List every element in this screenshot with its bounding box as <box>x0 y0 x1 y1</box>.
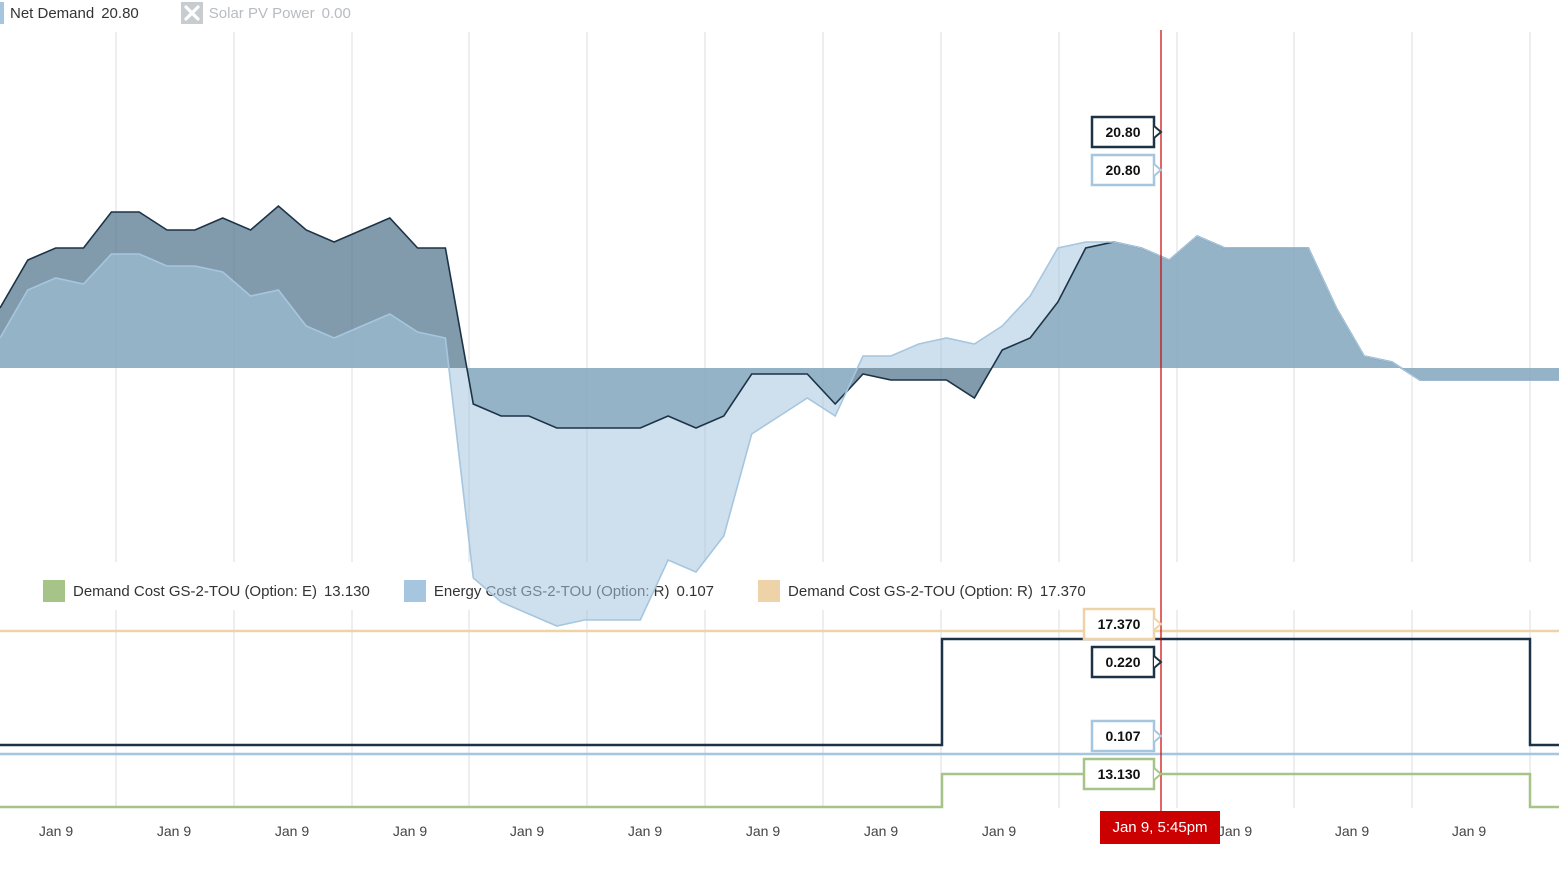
cursor-time-label-text: Jan 9, 5:45pm <box>1112 819 1207 836</box>
tooltip-pointer <box>1153 655 1163 669</box>
tooltips: 20.80 20.80 17.370 0.220 0.107 13.130 <box>1082 115 1163 791</box>
area-solar-pv <box>0 236 1559 626</box>
tooltip-value: 17.370 <box>1098 616 1141 632</box>
tooltip-box <box>1082 757 1156 791</box>
grid-lines <box>115 32 1531 808</box>
line-energy-cost-e <box>0 637 1559 747</box>
x-tick-label: Jan 9 <box>157 823 191 839</box>
legend-label-demand-cost-e: Demand Cost GS-2-TOU (Option: E) <box>73 582 317 600</box>
x-tick-label: Jan 9 <box>393 823 427 839</box>
tooltip-value: 20.80 <box>1105 124 1140 140</box>
x-axis-labels: Jan 9 Jan 9 Jan 9 Jan 9 Jan 9 Jan 9 Jan 9 Jan 9… <box>39 823 1486 839</box>
legend-value-demand-cost-r: 17.370 <box>1039 582 1086 600</box>
legend-swatch-demand-cost-r <box>758 580 781 602</box>
close-icon[interactable] <box>180 2 203 24</box>
tooltip-pointer <box>1153 767 1163 781</box>
x-tick-label: Jan 9 <box>864 823 898 839</box>
legend-label-net-demand: Net Demand <box>10 4 95 22</box>
tooltip-value: 13.130 <box>1098 766 1141 782</box>
x-tick-label: Jan 9 <box>1218 823 1252 839</box>
tooltip-value: 20.80 <box>1105 162 1140 178</box>
tooltip-box <box>1090 719 1156 753</box>
upper-chart <box>0 204 1559 627</box>
legend-value-net-demand: 20.80 <box>101 4 139 22</box>
legend-label-demand-cost-r: Demand Cost GS-2-TOU (Option: R) <box>788 582 1033 600</box>
x-tick-label: Jan 9 <box>628 823 662 839</box>
x-tick-label: Jan 9 <box>1452 823 1486 839</box>
lower-chart <box>0 629 1559 809</box>
tooltip-lower-blue: 0.107 <box>1090 719 1163 753</box>
tooltip-pointer <box>1153 729 1163 743</box>
legend-swatch-energy-cost-r <box>403 580 426 602</box>
tooltip-value: 0.220 <box>1105 654 1140 670</box>
tooltip-lower-green: 13.130 <box>1082 757 1163 791</box>
legend-value-solar-pv: 0.00 <box>321 4 351 22</box>
x-tick-label: Jan 9 <box>510 823 544 839</box>
line-demand-cost-e <box>0 772 1559 809</box>
tooltip-value: 0.107 <box>1105 728 1140 744</box>
legend-swatch-demand-cost-e <box>43 580 65 602</box>
tooltip-pointer <box>1153 163 1163 177</box>
legend-item-net-demand[interactable]: Net Demand 20.80 <box>0 2 139 24</box>
tooltip-box <box>1090 153 1156 187</box>
tooltip-upper-light: 20.80 <box>1090 153 1163 187</box>
x-tick-label: Jan 9 <box>982 823 1016 839</box>
tooltip-lower-dark: 0.220 <box>1090 645 1163 679</box>
legend-item-demand-cost-e[interactable]: Demand Cost GS-2-TOU (Option: E) 13.130 <box>43 580 370 602</box>
top-legend: Net Demand 20.80 Solar PV Power 0.00 <box>0 1 1559 25</box>
cursor-time-label-bg <box>1100 811 1220 844</box>
tooltip-pointer <box>1153 125 1163 139</box>
legend-item-solar-pv[interactable]: Solar PV Power 0.00 <box>180 2 351 24</box>
x-tick-label: Jan 9 <box>1335 823 1369 839</box>
tooltip-box <box>1090 115 1156 149</box>
legend-item-demand-cost-r[interactable]: Demand Cost GS-2-TOU (Option: R) 17.370 <box>758 580 1086 602</box>
cursor-time-label: Jan 9, 5:45pm <box>1100 811 1220 844</box>
x-tick-label: Jan 9 <box>275 823 309 839</box>
legend-label-solar-pv: Solar PV Power <box>208 4 315 22</box>
line-solar-pv <box>0 235 1559 627</box>
x-tick-label: Jan 9 <box>39 823 73 839</box>
legend-swatch-net-demand <box>0 2 4 24</box>
legend-value-energy-cost-r: 0.107 <box>676 582 715 600</box>
tooltip-box <box>1090 645 1156 679</box>
legend-value-demand-cost-e: 13.130 <box>323 582 370 600</box>
x-tick-label: Jan 9 <box>746 823 780 839</box>
tooltip-pointer <box>1153 617 1163 631</box>
tooltip-lower-orange: 17.370 <box>1082 607 1163 641</box>
tooltip-upper-dark: 20.80 <box>1090 115 1163 149</box>
